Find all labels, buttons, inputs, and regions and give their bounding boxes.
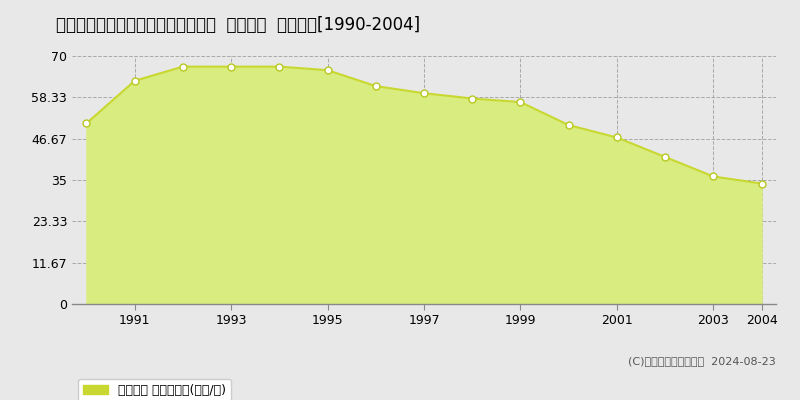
- Point: [418, 90, 430, 96]
- Point: [562, 122, 575, 128]
- Point: [707, 173, 720, 180]
- Text: 三重県津市上弁財町２８２４番１外  地価公示  地価推移[1990-2004]: 三重県津市上弁財町２８２４番１外 地価公示 地価推移[1990-2004]: [56, 16, 420, 34]
- Point: [466, 95, 478, 102]
- Point: [610, 134, 623, 141]
- Point: [514, 99, 527, 105]
- Point: [273, 64, 286, 70]
- Point: [370, 83, 382, 89]
- Point: [658, 154, 671, 160]
- Legend: 地価公示 平均坪単価(万円/坪): 地価公示 平均坪単価(万円/坪): [78, 379, 231, 400]
- Point: [225, 64, 238, 70]
- Point: [128, 78, 141, 84]
- Text: (C)土地価格ドットコム  2024-08-23: (C)土地価格ドットコム 2024-08-23: [628, 356, 776, 366]
- Point: [755, 180, 768, 187]
- Point: [321, 67, 334, 73]
- Point: [80, 120, 93, 126]
- Point: [177, 64, 190, 70]
